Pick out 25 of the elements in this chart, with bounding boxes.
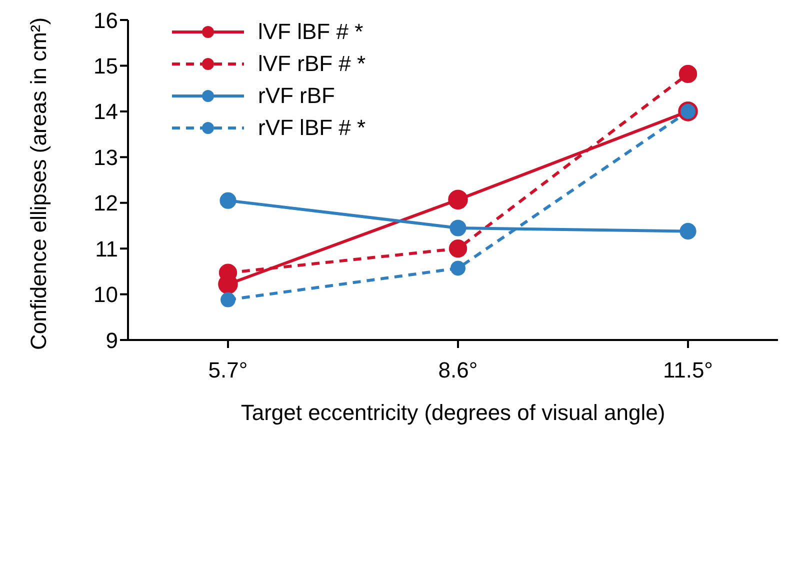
y-tick-label: 9: [106, 328, 118, 353]
point: [448, 190, 468, 210]
y-tick-label: 14: [94, 99, 118, 124]
point: [678, 64, 698, 84]
x-tick-label: 11.5°: [663, 358, 713, 383]
y-tick-label: 12: [94, 190, 118, 216]
y-tick-label: 16: [94, 8, 118, 33]
x-axis-title: Target eccentricity (degrees of visual angle): [240, 400, 666, 425]
legend-label: rVF rBF: [258, 83, 335, 109]
point: [220, 192, 236, 209]
point: [220, 292, 236, 308]
point: [448, 239, 468, 258]
point: [450, 220, 466, 236]
x-tick-label: 8.6°: [438, 358, 478, 383]
legend-label: lVF lBF # *: [258, 19, 364, 45]
legend-label: rVF lBF # *: [258, 115, 366, 141]
y-tick-label: 13: [94, 144, 118, 170]
point: [450, 260, 466, 276]
y-tick-label: 15: [94, 54, 118, 79]
y-axis-title: Confidence ellipses (areas in cm²): [26, 17, 51, 350]
legend-label: lVF rBF # *: [258, 51, 366, 77]
y-tick-label: 11: [95, 236, 118, 262]
point: [680, 222, 696, 240]
x-tick-label: 5.7°: [208, 358, 248, 383]
y-tick-label: 10: [94, 282, 118, 308]
